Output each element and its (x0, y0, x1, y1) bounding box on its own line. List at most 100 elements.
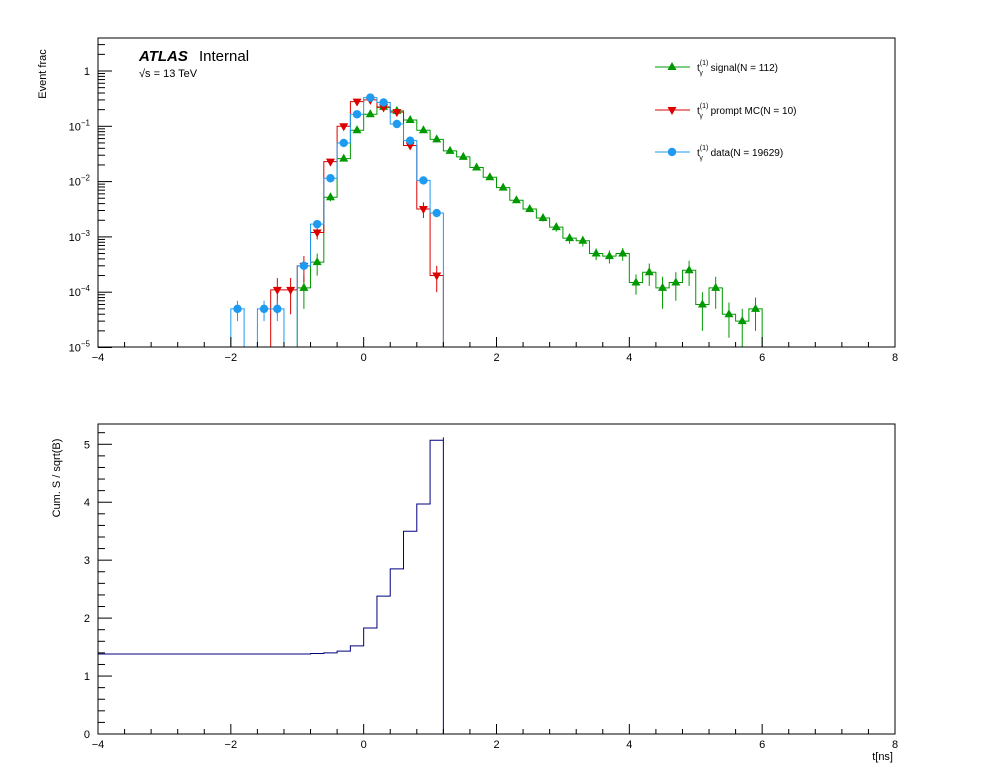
x-tick-label: −2 (225, 739, 238, 751)
signal-point (565, 233, 575, 242)
y-tick-label: 5 (84, 439, 90, 451)
top-panel: −4 −2 0 2 4 6 8 1 10−1 10−2 10−3 10−4 10−5 Event fr… (37, 37, 898, 364)
y-tick-label: 10−5 (69, 340, 91, 355)
x-tick-label: 8 (892, 352, 898, 364)
signal-point (711, 282, 721, 291)
atlas-label: ATLAS Internal √s = 13 TeV (138, 48, 249, 80)
y-tick-label: 2 (84, 613, 90, 625)
y-tick-label: 1 (84, 671, 90, 683)
signal-point (578, 235, 588, 244)
signal-point (498, 182, 508, 191)
signal-point (671, 277, 681, 286)
signal-point (591, 248, 601, 257)
x-tick-label: −4 (92, 739, 105, 751)
signal-point (684, 265, 694, 274)
data-point (233, 304, 242, 314)
signal-point (604, 251, 614, 260)
legend-label-2: t(1) γ data(N = 19629) (697, 145, 783, 162)
signal-point (472, 162, 482, 171)
legend-marker-signal (667, 62, 677, 70)
signal-point (445, 145, 455, 154)
signal-point (525, 203, 535, 212)
signal-point (724, 309, 734, 318)
x-tick-label: 0 (361, 739, 367, 751)
top-plot-frame (97, 37, 896, 348)
bottom-panel: −4 −2 0 2 4 6 8 0 1 2 3 4 5 Cum. S / sqrt(B) t[ns] (51, 423, 898, 763)
atlas-status: Internal (199, 48, 249, 65)
signal-point (339, 153, 349, 162)
prompt-mc-point (392, 109, 402, 118)
legend-marker-prompt (667, 107, 677, 115)
signal-point (658, 282, 668, 291)
data-point (392, 119, 402, 129)
signal-point (418, 125, 428, 134)
data-point (339, 138, 348, 148)
signal-point (751, 303, 761, 312)
signal-point (618, 248, 628, 257)
signal-point (365, 109, 375, 118)
x-tick-label: 0 (361, 352, 367, 364)
legend-label-1: t(1) γ prompt MC(N = 10) (697, 103, 796, 120)
signal-point (697, 299, 707, 308)
data-point (379, 98, 388, 107)
x-tick-label: 2 (493, 739, 499, 751)
x-tick-label: 4 (626, 739, 632, 751)
x-tick-label: 8 (892, 739, 898, 751)
x-tick-label: 4 (626, 352, 632, 364)
y-tick-label: 3 (84, 555, 90, 567)
y-tick-label: 10−2 (69, 174, 91, 189)
signal-point (485, 172, 495, 181)
signal-point (737, 316, 747, 325)
y-tick-label: 1 (84, 66, 90, 78)
y-tick-label: 0 (84, 729, 90, 741)
signal-point (432, 134, 442, 143)
y-tick-label: 10−3 (69, 229, 91, 244)
bottom-ylabel: Cum. S / sqrt(B) (51, 439, 63, 518)
data-point (273, 304, 282, 314)
signal-point (352, 125, 362, 134)
signal-point (631, 277, 641, 286)
signal-point (312, 257, 322, 266)
signal-point (458, 151, 468, 160)
signal-point (551, 222, 561, 231)
prompt-mc-point (312, 229, 322, 238)
data-point (312, 219, 322, 229)
x-tick-label: 6 (759, 352, 765, 364)
top-ylabel: Event frac (37, 49, 49, 99)
data-point (259, 304, 269, 314)
data-point (366, 93, 375, 102)
y-tick-label: 10−1 (69, 118, 91, 133)
signal-point (511, 195, 521, 204)
x-tick-label: −4 (92, 352, 105, 364)
prompt-mc-point (352, 98, 362, 107)
cumulative-significance-line (98, 437, 444, 734)
x-tick-label: 6 (759, 739, 765, 751)
x-tick-label: 2 (493, 352, 499, 364)
data-point (299, 261, 309, 271)
prompt-mc-point (286, 286, 296, 295)
signal-point (538, 212, 548, 221)
prompt-mc-point (432, 272, 442, 281)
prompt-mc-point (405, 142, 415, 151)
energy-label: √s = 13 TeV (139, 68, 198, 80)
y-tick-label: 10−4 (69, 284, 91, 299)
prompt-mc-point (272, 286, 282, 295)
legend: t(1) γ signal(N = 112) t(1) γ prompt MC(N =… (655, 60, 796, 162)
series-1-step-line (98, 99, 895, 348)
prompt-mc-point (339, 123, 349, 132)
series-0-step-line (98, 106, 895, 348)
y-tick-label: 4 (84, 497, 90, 509)
prompt-mc-point (379, 104, 389, 113)
legend-label-0: t(1) γ signal(N = 112) (697, 60, 778, 77)
prompt-mc-point (325, 158, 335, 167)
signal-point (325, 192, 335, 201)
bottom-xlabel: t[ns] (872, 751, 893, 763)
data-point (352, 110, 362, 119)
data-point (419, 176, 428, 185)
atlas-brand: ATLAS (138, 48, 188, 65)
data-point (405, 136, 415, 145)
bottom-plot-frame (97, 423, 896, 735)
legend-marker-data (667, 147, 677, 157)
series-2-step-line (98, 97, 895, 348)
